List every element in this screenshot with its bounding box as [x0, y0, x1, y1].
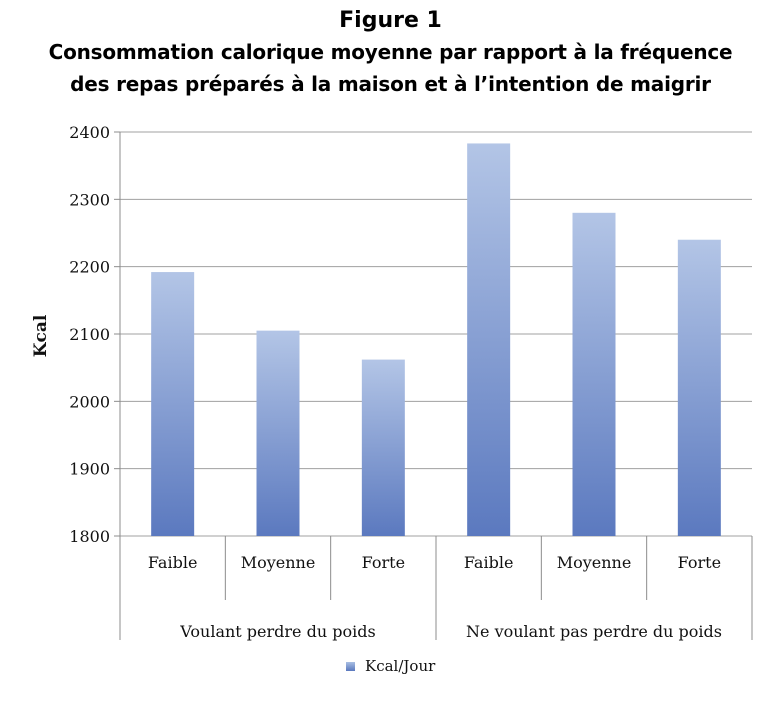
bar [467, 143, 511, 537]
axis-labels: 1800 1900 2000 2100 2200 2300 2400 Faible Moyenn… [69, 123, 722, 641]
chart-titles: Figure 1 Consommation calorique moyenne … [0, 6, 781, 100]
chart-subtitle-line-1: Consommation calorique moyenne par rappo… [48, 40, 733, 64]
chart-title: Figure 1 [339, 8, 442, 33]
x-group-label: Ne voulant pas perdre du poids [466, 622, 722, 641]
bar [677, 239, 721, 536]
x-tick-label: Faible [148, 553, 198, 572]
y-axis-title: Kcal [31, 314, 51, 357]
y-tick-label: 2200 [69, 258, 110, 277]
y-tick-label: 2000 [69, 392, 110, 411]
y-tick-label: 2100 [69, 325, 110, 344]
bar [361, 359, 405, 536]
legend-swatch [346, 661, 355, 671]
x-tick-label: Faible [464, 553, 514, 572]
axes [114, 131, 753, 640]
x-group-label: Voulant perdre du poids [179, 622, 375, 641]
x-tick-label: Forte [678, 553, 721, 572]
y-tick-label: 1900 [69, 460, 110, 479]
bars [151, 143, 721, 537]
legend: Kcal/Jour [346, 657, 435, 675]
bar [256, 330, 300, 536]
bar [151, 272, 195, 536]
gridlines [120, 131, 752, 537]
y-tick-label: 2300 [69, 190, 110, 209]
y-tick-label: 2400 [69, 123, 110, 142]
bar [572, 212, 616, 537]
legend-label: Kcal/Jour [365, 657, 436, 675]
chart-subtitle-line-2: des repas préparés à la maison et à l’in… [70, 72, 711, 96]
x-tick-label: Moyenne [557, 553, 632, 572]
x-tick-label: Moyenne [241, 553, 316, 572]
x-tick-label: Forte [362, 553, 405, 572]
y-tick-label: 1800 [69, 527, 110, 546]
